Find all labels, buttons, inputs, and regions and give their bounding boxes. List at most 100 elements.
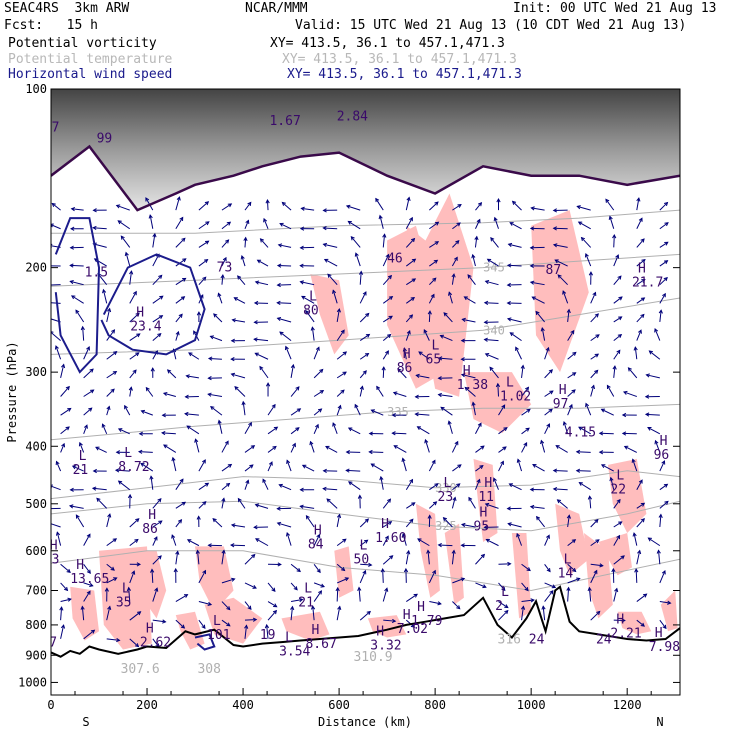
wind-vector-head [370, 463, 375, 468]
wind-vector-head [80, 605, 85, 610]
wind-vector-head [576, 205, 581, 210]
wind-vector [187, 539, 200, 547]
wind-vector-head [437, 356, 443, 361]
wind-vector [198, 221, 210, 230]
extrema-marker: L [444, 476, 452, 491]
wind-vector-head [411, 502, 416, 507]
wind-vector [198, 201, 209, 211]
wind-vector-head [483, 320, 488, 325]
wind-vector [448, 292, 453, 304]
wind-vector-head [78, 441, 83, 447]
wind-vector-head [212, 518, 217, 523]
wind-vector [96, 497, 108, 509]
wind-vector [659, 483, 668, 491]
wind-vector-head [323, 258, 329, 263]
wind-vector [415, 413, 430, 416]
extrema-value: 86 [142, 522, 158, 537]
wind-vector-head [515, 346, 519, 351]
wind-vector [129, 571, 135, 584]
wind-vector [120, 235, 131, 248]
wind-vector [83, 563, 91, 574]
extrema-value: 17 [41, 636, 57, 651]
wind-vector [498, 404, 506, 416]
wind-vector [358, 587, 361, 602]
wind-vector [312, 606, 315, 621]
wind-vector-head [354, 403, 359, 409]
wind-vector-head [403, 567, 409, 573]
wind-vector [60, 408, 71, 416]
wind-vector [332, 290, 338, 304]
wind-vector-head [124, 251, 129, 257]
wind-vector-head [265, 199, 270, 204]
extrema-value: 24 [529, 633, 545, 648]
wind-vector [468, 497, 476, 509]
wind-vector-head [463, 296, 468, 301]
wind-vector [198, 501, 207, 509]
wind-vector-head [489, 366, 494, 371]
pv-shaded-region [70, 586, 99, 641]
wind-vector-head [460, 522, 466, 528]
wind-vector-head [362, 291, 367, 296]
wind-vector [475, 219, 481, 229]
wind-vector [175, 313, 183, 323]
wind-vector-head [500, 460, 504, 465]
wind-vector [106, 329, 115, 341]
wind-vector-head [623, 445, 629, 450]
wind-vector-head [385, 253, 390, 259]
wind-vector-head [368, 431, 373, 436]
wind-vector [544, 535, 550, 546]
wind-vector-head [411, 258, 417, 263]
wind-vector-head [285, 531, 291, 537]
wind-vector [544, 347, 549, 360]
wind-vector-head [506, 506, 511, 511]
wind-vector [487, 258, 499, 267]
wind-vector [382, 275, 392, 286]
theta-isentrope-label: 340 [483, 323, 505, 337]
wind-vector-head [342, 351, 348, 356]
wind-vector-head [379, 475, 384, 481]
wind-vector [300, 505, 315, 509]
wind-vector [198, 259, 208, 267]
wind-vector [567, 404, 573, 416]
wind-vector-head [409, 216, 413, 222]
extrema-value: 101 [207, 628, 230, 643]
wind-vector-head [501, 404, 506, 409]
wind-vector-head [140, 409, 145, 414]
extrema-marker: H [50, 538, 58, 553]
wind-vector [659, 570, 666, 584]
wind-vector [152, 536, 158, 546]
wind-vector-head [207, 356, 213, 361]
wind-vector-head [641, 259, 646, 264]
pv-shaded-region [175, 611, 205, 650]
wind-vector [542, 606, 546, 621]
wind-vector [145, 387, 154, 397]
wind-vector [71, 208, 84, 211]
wind-vector-head [248, 421, 252, 427]
extrema-value: 2.62 [140, 636, 171, 651]
wind-vector [323, 227, 338, 230]
wind-vector-head [271, 403, 276, 409]
wind-vector [485, 280, 499, 286]
wind-vector-head [126, 586, 132, 592]
wind-vector [60, 582, 68, 591]
extrema-marker: H [417, 600, 425, 615]
x-tick-label: 1200 [613, 698, 642, 712]
wind-vector-head [278, 483, 283, 488]
wind-vector [443, 517, 453, 528]
wind-vector-head [384, 535, 389, 540]
wind-vector [56, 532, 62, 546]
wind-vector [197, 550, 200, 565]
wind-vector [428, 460, 436, 472]
pv-shaded-region [617, 611, 652, 635]
wind-vector-head [504, 609, 509, 615]
wind-vector [649, 350, 661, 360]
wind-vector-head [437, 376, 442, 381]
extrema-value: 7.98 [649, 640, 680, 655]
wind-vector-head [115, 450, 121, 455]
wind-vector-head [380, 568, 385, 573]
wind-vector-head [566, 586, 571, 592]
wind-vector [567, 515, 570, 528]
wind-vector-head [128, 386, 133, 391]
wind-vector [417, 538, 430, 547]
wind-vector [277, 317, 292, 323]
